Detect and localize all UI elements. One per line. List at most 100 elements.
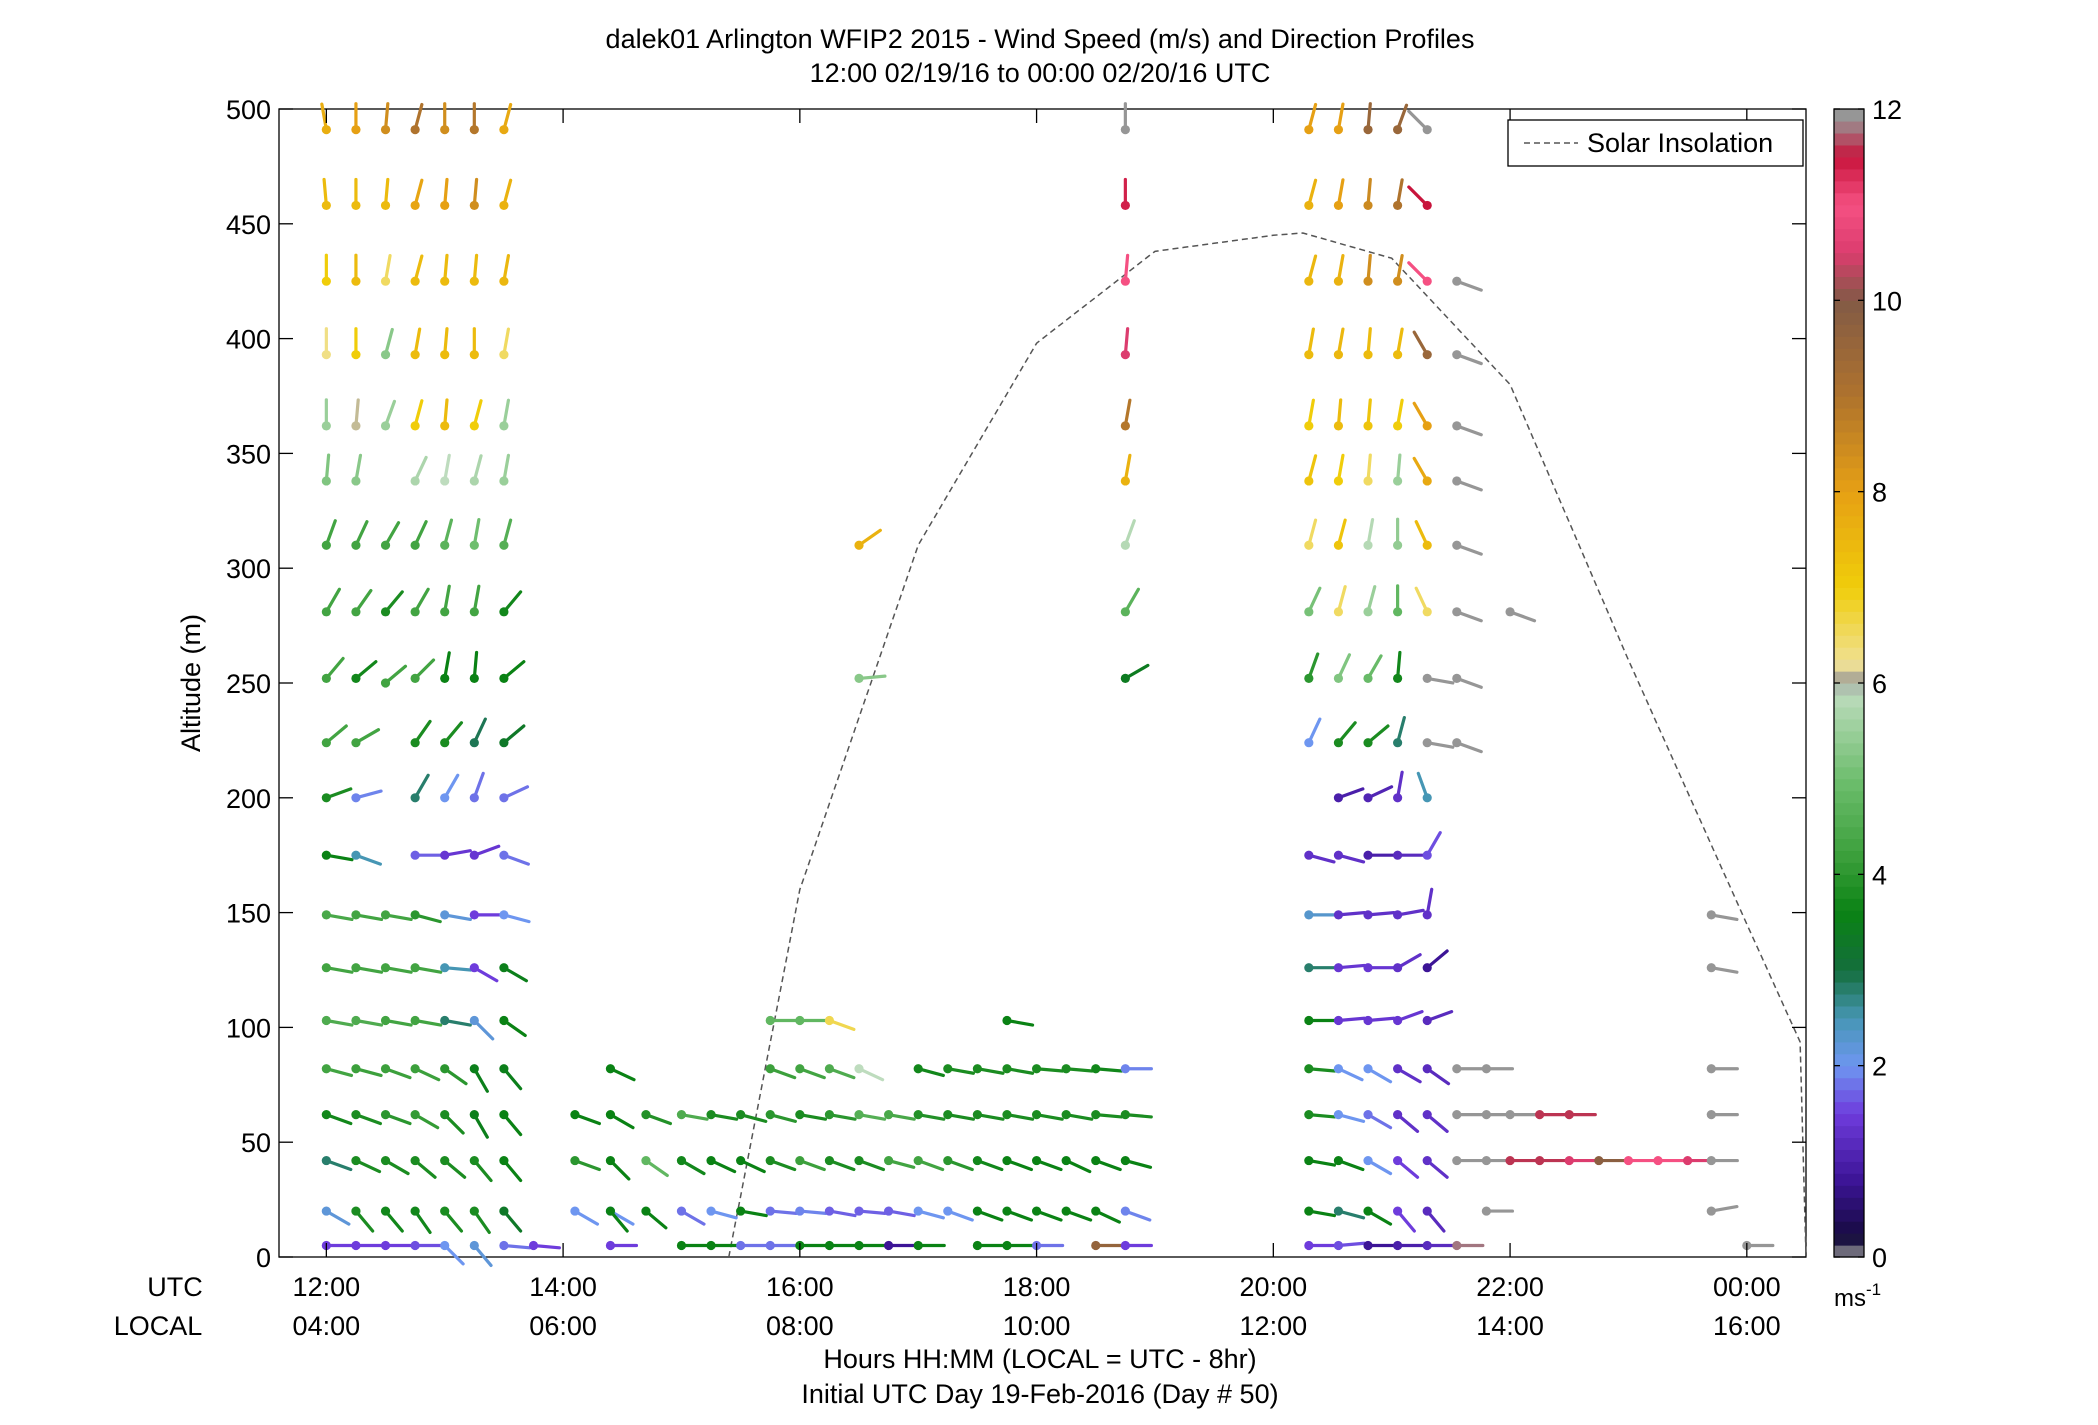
wind-barb-point bbox=[1422, 1206, 1432, 1216]
colorbar-segment bbox=[1834, 276, 1864, 289]
wind-barb-point bbox=[854, 1240, 864, 1251]
wind-barb-point bbox=[1535, 1155, 1545, 1166]
wind-barb-point bbox=[499, 793, 509, 803]
colorbar-segment bbox=[1834, 1053, 1864, 1067]
wind-barb-point bbox=[380, 125, 391, 135]
wind-barb-point bbox=[795, 1015, 805, 1026]
wind-barb-point bbox=[499, 1064, 509, 1074]
wind-barb-point bbox=[854, 1155, 864, 1166]
wind-barb-point bbox=[1452, 1110, 1462, 1120]
wind-barb-point bbox=[469, 276, 479, 286]
wind-barb-point bbox=[1393, 793, 1403, 803]
wind-barb-point bbox=[1363, 673, 1373, 684]
wind-barb-point bbox=[972, 1110, 982, 1120]
colorbar-segment bbox=[1834, 1209, 1864, 1222]
wind-barb-point bbox=[440, 1206, 450, 1216]
wind-barb-point bbox=[380, 350, 391, 360]
wind-barb-point bbox=[972, 1064, 982, 1074]
colorbar-segment bbox=[1834, 706, 1864, 720]
colorbar-segment bbox=[1834, 850, 1864, 863]
colorbar-segment bbox=[1834, 336, 1864, 349]
wind-barb-point bbox=[1333, 125, 1344, 135]
wind-barb-point bbox=[1363, 607, 1373, 617]
wind-barb-point bbox=[1002, 1240, 1012, 1251]
wind-barb-point bbox=[1304, 607, 1314, 617]
wind-barb-point bbox=[380, 1064, 391, 1074]
wind-barb-point bbox=[1393, 1206, 1403, 1216]
wind-barb-point bbox=[1031, 1206, 1042, 1216]
wind-barb-point bbox=[410, 738, 420, 748]
wind-barb-point bbox=[351, 540, 361, 550]
wind-barb-point bbox=[736, 1110, 746, 1120]
wind-barb-point bbox=[321, 350, 331, 360]
colorbar-tick-label: 6 bbox=[1872, 669, 1887, 699]
wind-barb-point bbox=[380, 540, 391, 550]
wind-barb-point bbox=[1422, 673, 1432, 684]
wind-barb-point bbox=[1623, 1155, 1634, 1166]
wind-barb-point bbox=[765, 1206, 775, 1216]
colorbar-segment bbox=[1834, 204, 1864, 218]
wind-barb-point bbox=[1363, 1155, 1373, 1166]
wind-barb-point bbox=[1452, 276, 1462, 286]
colorbar-segment bbox=[1834, 599, 1864, 612]
wind-barb-point bbox=[1393, 200, 1403, 211]
wind-barb-point bbox=[1061, 1206, 1071, 1216]
wind-barb-point bbox=[824, 1206, 835, 1216]
colorbar-segment bbox=[1834, 1185, 1864, 1198]
x-tick-label-utc: 14:00 bbox=[529, 1272, 597, 1302]
wind-barb-point bbox=[1363, 125, 1373, 135]
wind-barb-point bbox=[1333, 910, 1344, 920]
wind-barb-point bbox=[736, 1206, 746, 1216]
legend-entry-solar: Solar Insolation bbox=[1587, 128, 1773, 158]
colorbar-segment bbox=[1834, 958, 1864, 971]
wind-barb-point bbox=[1061, 1064, 1071, 1074]
wind-barb-point bbox=[499, 125, 509, 135]
wind-barb-point bbox=[605, 1110, 616, 1120]
wind-barb-point bbox=[1091, 1206, 1101, 1216]
wind-barb-point bbox=[499, 738, 509, 748]
wind-barb-point bbox=[1363, 793, 1373, 803]
wind-barb-point bbox=[410, 476, 420, 486]
wind-barb-point bbox=[1120, 1110, 1130, 1120]
colorbar-segment bbox=[1834, 503, 1864, 517]
wind-barb-point bbox=[1333, 673, 1344, 684]
colorbar-segment bbox=[1834, 1089, 1864, 1103]
wind-barb-point bbox=[410, 1064, 420, 1074]
wind-barb-point bbox=[321, 738, 331, 748]
wind-barb-point bbox=[1304, 1155, 1314, 1166]
colorbar-segment bbox=[1834, 467, 1864, 481]
colorbar-segment bbox=[1834, 491, 1864, 505]
colorbar-segment bbox=[1834, 1149, 1864, 1162]
wind-barb-point bbox=[321, 200, 331, 211]
colorbar-segment bbox=[1834, 264, 1864, 278]
wind-barb-point bbox=[321, 850, 331, 860]
x-tick-label-local: 16:00 bbox=[1713, 1311, 1781, 1341]
wind-barb-point bbox=[351, 350, 361, 360]
wind-barb-point bbox=[410, 200, 420, 211]
wind-barb-point bbox=[1120, 200, 1130, 211]
colorbar-segment bbox=[1834, 348, 1864, 361]
wind-barb-point bbox=[1422, 1015, 1432, 1026]
wind-barb-point bbox=[1363, 350, 1373, 360]
wind-barb-point bbox=[1002, 1206, 1012, 1216]
wind-barb-point bbox=[469, 673, 479, 684]
chart-subtitle: 12:00 02/19/16 to 00:00 02/20/16 UTC bbox=[810, 58, 1271, 88]
solar-insolation-curve bbox=[728, 232, 1807, 1258]
colorbar-segment bbox=[1834, 1137, 1864, 1150]
colorbar-segment bbox=[1834, 826, 1864, 840]
wind-barb-point bbox=[1422, 1064, 1432, 1074]
colorbar-unit-exponent: -1 bbox=[1866, 1280, 1881, 1299]
wind-barb-point bbox=[1363, 421, 1373, 431]
wind-barb-point bbox=[1452, 540, 1462, 550]
colorbar-segment bbox=[1834, 1173, 1864, 1186]
wind-barb-point bbox=[1393, 1064, 1403, 1074]
wind-barb-point bbox=[605, 1064, 616, 1074]
wind-barb-point bbox=[499, 200, 509, 211]
wind-barb-point bbox=[380, 1240, 391, 1251]
wind-barb-point bbox=[321, 910, 331, 920]
wind-barb-point bbox=[1304, 1110, 1314, 1120]
wind-barb-point bbox=[706, 1155, 716, 1166]
wind-barb-point bbox=[1393, 350, 1403, 360]
wind-barb-point bbox=[440, 1155, 450, 1166]
y-tick-label: 350 bbox=[226, 439, 271, 469]
